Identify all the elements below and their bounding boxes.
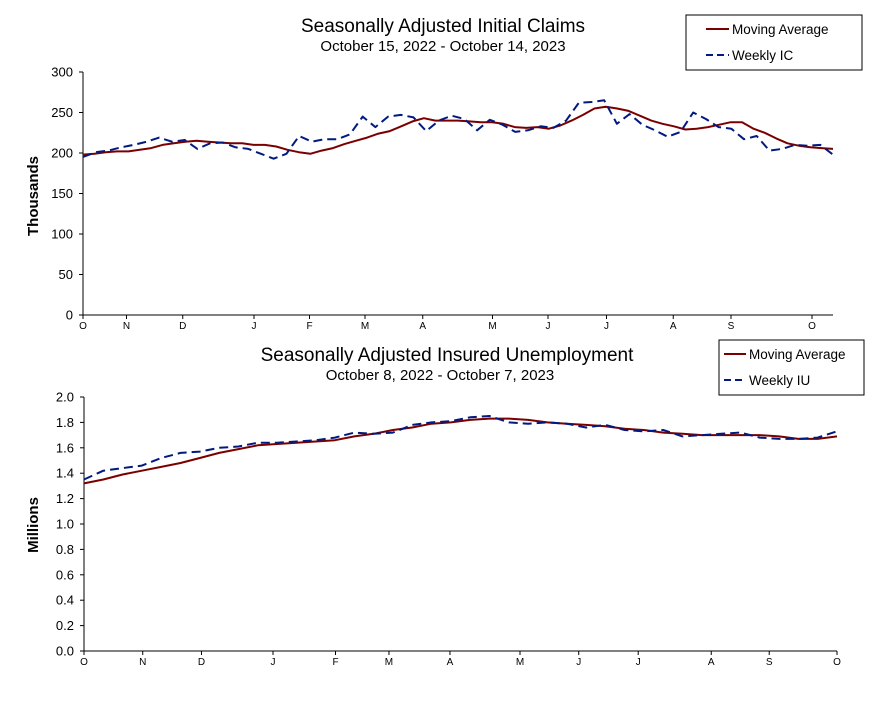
chart1-legend: Moving Average Weekly IC xyxy=(685,14,863,71)
chart2-x-tick-label: N xyxy=(139,657,146,668)
chart2-y-tick-label: 1.4 xyxy=(56,466,74,481)
chart2-y-tick-label: 2.0 xyxy=(56,390,74,405)
chart1-y-tick-label: 300 xyxy=(51,65,73,80)
chart1-x-tick-label: J xyxy=(546,321,551,332)
chart1-series-moving-average xyxy=(82,105,834,156)
chart2-legend-box xyxy=(718,339,865,396)
chart2-y-tick-label: 0.6 xyxy=(56,567,74,582)
initial-claims-chart: Seasonally Adjusted Initial Claims Octob… xyxy=(25,14,863,332)
chart2-ylabel: Millions xyxy=(25,497,42,553)
chart1-x-tick-label: A xyxy=(670,321,677,332)
chart1-x-tick-label: O xyxy=(808,321,816,332)
chart2-legend: Moving Average Weekly IU xyxy=(718,339,865,396)
chart2-x-tick-label: A xyxy=(447,657,454,668)
chart1-x-tick-label: A xyxy=(419,321,426,332)
chart2-y-tick-label: 1.8 xyxy=(56,415,74,430)
chart1-x-tick-label: S xyxy=(728,321,735,332)
chart2-y-tick-label: 1.2 xyxy=(56,491,74,506)
chart2-y-tick-label: 1.6 xyxy=(56,440,74,455)
chart2-y-tick-label: 0.0 xyxy=(56,644,74,659)
insured-unemployment-chart: Seasonally Adjusted Insured Unemployment… xyxy=(25,339,865,668)
chart2-series-weekly-iu xyxy=(83,415,838,481)
chart1-x-tick-label: M xyxy=(361,321,369,332)
chart1-x-tick-label: J xyxy=(252,321,257,332)
chart2-x-tick-label: S xyxy=(766,657,773,668)
chart1-x-tick-label: J xyxy=(604,321,609,332)
chart1-subtitle: October 15, 2022 - October 14, 2023 xyxy=(320,38,565,55)
chart2-x-tick-label: F xyxy=(332,657,338,668)
chart1-y-tick-label: 100 xyxy=(51,227,73,242)
chart1-legend-label-moving-average: Moving Average xyxy=(732,22,829,37)
chart2-x-tick-label: M xyxy=(516,657,524,668)
chart1-x-tick-label: D xyxy=(179,321,186,332)
chart1-title: Seasonally Adjusted Initial Claims xyxy=(301,16,585,37)
chart1-series-weekly-ic xyxy=(82,99,834,160)
chart2-title: Seasonally Adjusted Insured Unemployment xyxy=(261,345,635,366)
chart1-x-tick-label: F xyxy=(306,321,312,332)
chart2-x-tick-label: O xyxy=(833,657,841,668)
chart1-legend-label-weekly-ic: Weekly IC xyxy=(732,48,794,63)
chart1-y-tick-label: 50 xyxy=(59,267,73,282)
chart1-y-axis: 0 50 100 150 200 250 300 xyxy=(51,65,83,323)
chart2-x-tick-label: A xyxy=(708,657,715,668)
chart2-y-axis: 0.0 0.2 0.4 0.6 0.8 1.0 1.2 1.4 1.6 1.8 2.0 xyxy=(56,390,84,659)
chart2-x-tick-label: D xyxy=(198,657,205,668)
chart2-legend-label-moving-average: Moving Average xyxy=(749,347,846,362)
chart1-y-tick-label: 250 xyxy=(51,105,73,120)
chart2-legend-label-weekly-iu: Weekly IU xyxy=(749,373,810,388)
chart1-y-tick-label: 200 xyxy=(51,146,73,161)
chart1-x-tick-label: O xyxy=(79,321,87,332)
chart2-series-moving-average xyxy=(83,417,838,485)
chart2-y-tick-label: 1.0 xyxy=(56,517,74,532)
chart1-x-tick-label: N xyxy=(123,321,130,332)
chart1-y-tick-label: 0 xyxy=(66,308,73,323)
chart1-legend-box xyxy=(685,14,863,71)
chart2-x-tick-label: O xyxy=(80,657,88,668)
chart2-subtitle: October 8, 2022 - October 7, 2023 xyxy=(326,367,554,384)
chart1-ylabel: Thousands xyxy=(25,156,42,236)
chart2-x-tick-label: J xyxy=(576,657,581,668)
chart1-y-tick-label: 150 xyxy=(51,186,73,201)
chart2-x-tick-label: J xyxy=(636,657,641,668)
chart2-y-tick-label: 0.2 xyxy=(56,618,74,633)
chart2-y-tick-label: 0.8 xyxy=(56,542,74,557)
chart1-x-tick-label: M xyxy=(488,321,496,332)
chart2-x-tick-label: M xyxy=(385,657,393,668)
chart2-x-tick-label: J xyxy=(271,657,276,668)
chart2-y-tick-label: 0.4 xyxy=(56,593,74,608)
